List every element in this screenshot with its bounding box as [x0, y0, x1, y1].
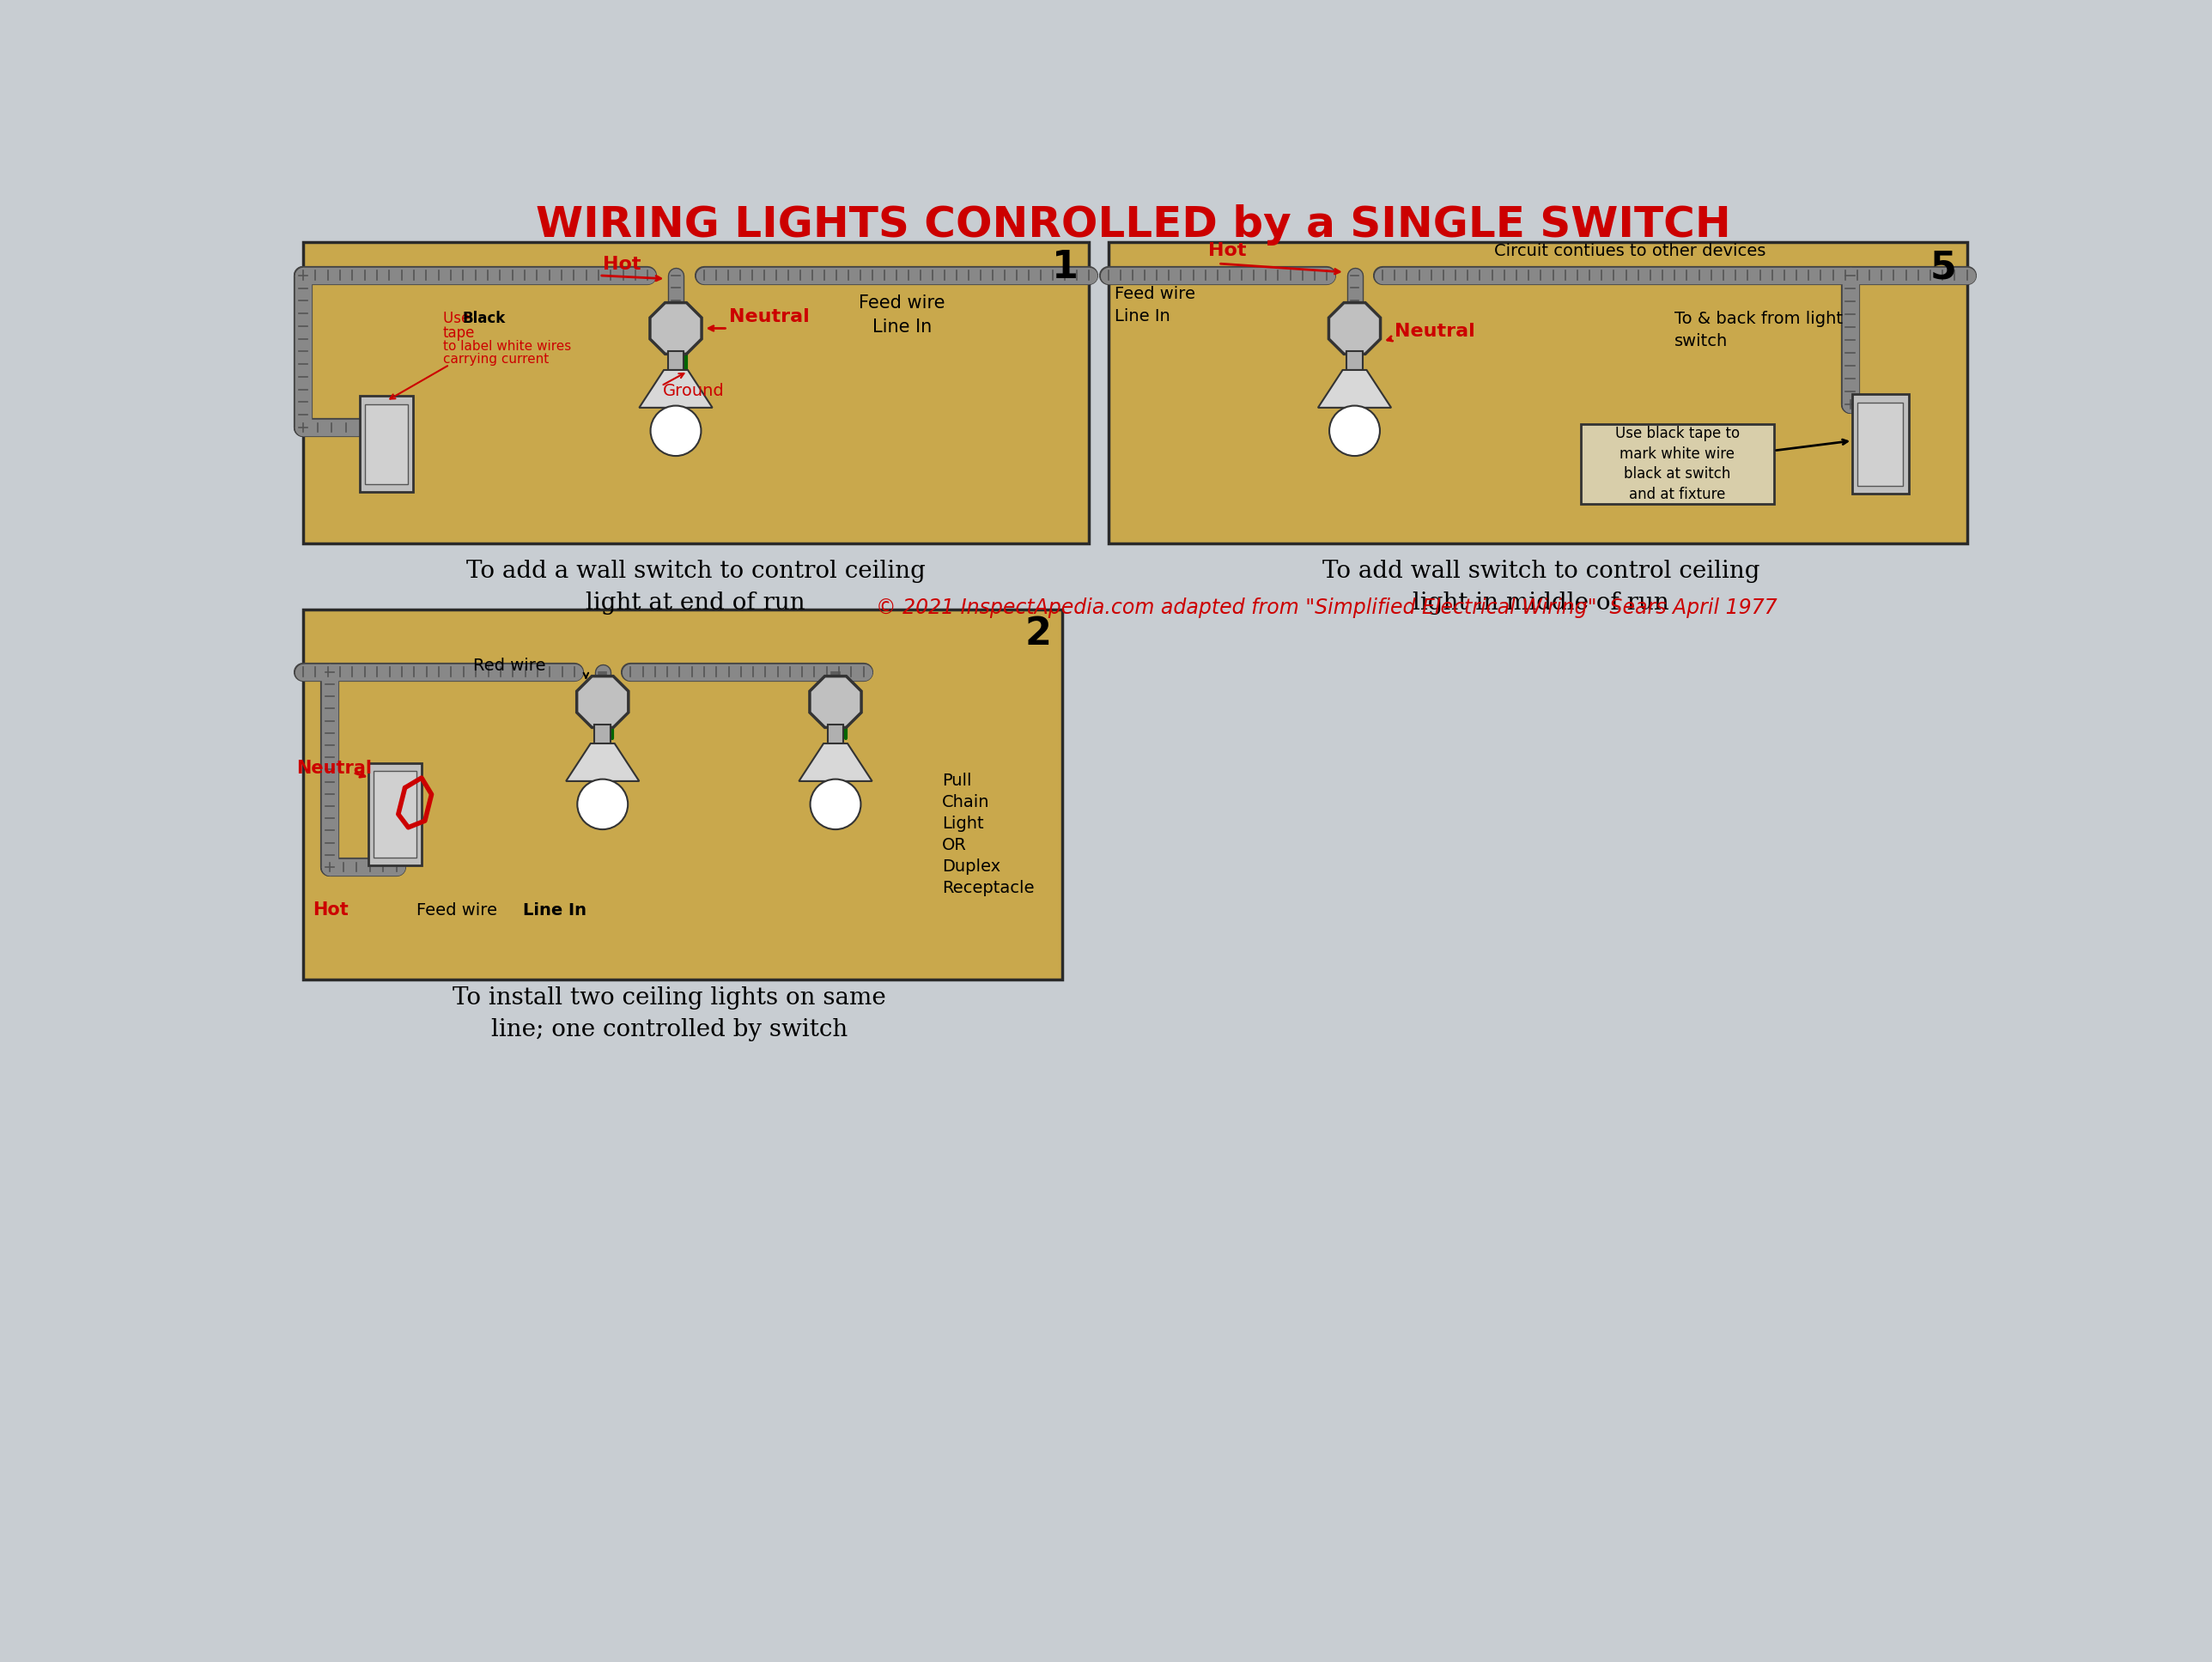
Text: To & back from light
switch: To & back from light switch — [1674, 311, 1843, 349]
Text: 2: 2 — [1024, 617, 1051, 653]
Text: Use: Use — [442, 311, 473, 326]
Bar — [1108, 243, 1966, 543]
Polygon shape — [810, 676, 860, 728]
Circle shape — [1329, 406, 1380, 455]
Bar — [361, 396, 414, 492]
Text: To install two ceiling lights on same
line; one controlled by switch: To install two ceiling lights on same li… — [453, 986, 885, 1042]
Polygon shape — [577, 676, 628, 728]
Polygon shape — [566, 743, 639, 781]
Text: tape: tape — [442, 326, 476, 341]
Text: Feed wire
Line In: Feed wire Line In — [858, 294, 945, 336]
Bar — [1582, 424, 1774, 504]
Text: To add wall switch to control ceiling
light in middle of run: To add wall switch to control ceiling li… — [1323, 560, 1761, 615]
Text: 1: 1 — [1051, 249, 1079, 286]
Text: To add a wall switch to control ceiling
light at end of run: To add a wall switch to control ceiling … — [467, 560, 925, 615]
Bar — [374, 771, 416, 858]
Text: Neutral: Neutral — [296, 760, 372, 776]
Text: Feed wire
Line In: Feed wire Line In — [1115, 286, 1197, 324]
Text: Line In: Line In — [522, 902, 586, 917]
Circle shape — [810, 779, 860, 829]
Text: Red wire: Red wire — [473, 656, 546, 673]
Text: Hot: Hot — [602, 256, 641, 273]
Text: Ground: Ground — [661, 382, 723, 399]
Polygon shape — [1329, 302, 1380, 354]
Text: © 2021 InspectApedia.com adapted from "Simplified Electrical Wiring"  Sears Apri: © 2021 InspectApedia.com adapted from "S… — [876, 598, 1776, 618]
Text: carrying current: carrying current — [442, 352, 549, 366]
Text: Circuit contiues to other devices: Circuit contiues to other devices — [1495, 243, 1765, 259]
Text: Neutral: Neutral — [730, 309, 810, 326]
Bar — [303, 243, 1088, 543]
Bar — [365, 404, 407, 484]
Bar — [369, 763, 422, 866]
Polygon shape — [650, 302, 701, 354]
Text: WIRING LIGHTS CONROLLED by a SINGLE SWITCH: WIRING LIGHTS CONROLLED by a SINGLE SWIT… — [535, 204, 1732, 246]
Bar — [303, 610, 1062, 979]
Circle shape — [577, 779, 628, 829]
Text: 5: 5 — [1931, 249, 1958, 286]
Bar — [668, 351, 684, 371]
Text: Pull
Chain
Light
OR
Duplex
Receptacle: Pull Chain Light OR Duplex Receptacle — [942, 773, 1035, 896]
Bar — [1347, 351, 1363, 371]
Bar — [1858, 402, 1902, 485]
Polygon shape — [799, 743, 872, 781]
Bar — [827, 725, 843, 743]
Polygon shape — [639, 371, 712, 407]
Text: Black: Black — [462, 311, 504, 326]
Text: Feed wire: Feed wire — [416, 902, 498, 917]
Text: Hot: Hot — [314, 901, 349, 919]
Text: Hot: Hot — [1208, 241, 1245, 259]
Text: Neutral: Neutral — [1394, 322, 1475, 341]
Text: Use black tape to
mark white wire
black at switch
and at fixture: Use black tape to mark white wire black … — [1615, 425, 1739, 502]
Bar — [1851, 394, 1909, 494]
Polygon shape — [1318, 371, 1391, 407]
Bar — [595, 725, 611, 743]
Circle shape — [650, 406, 701, 455]
Text: to label white wires: to label white wires — [442, 339, 571, 352]
